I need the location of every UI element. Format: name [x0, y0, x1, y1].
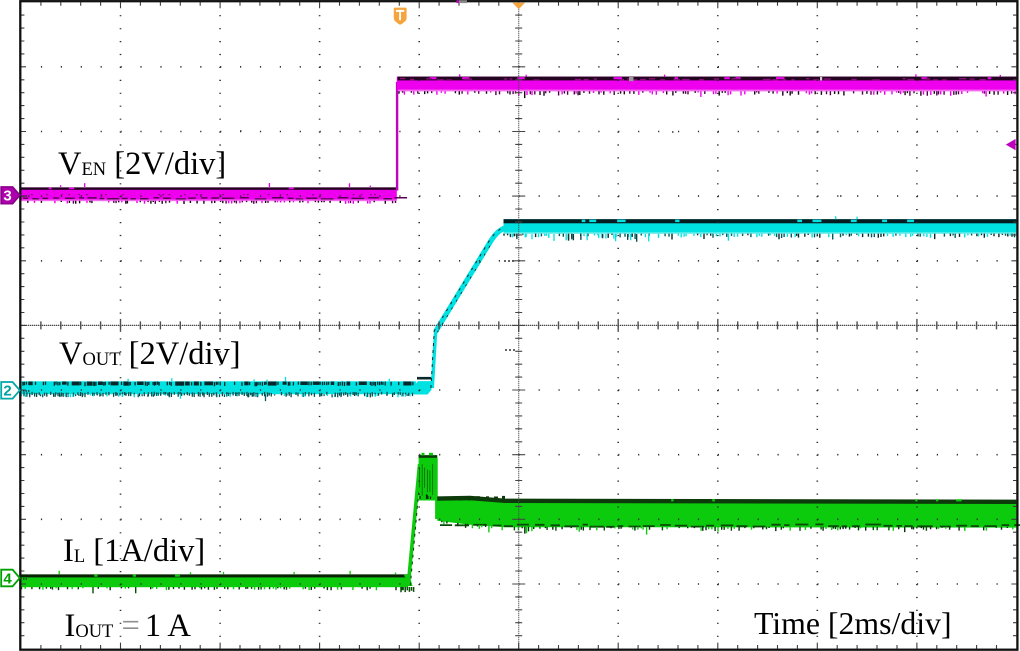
svg-text:2: 2	[3, 383, 11, 400]
svg-text:3: 3	[3, 188, 11, 205]
svg-text:4: 4	[3, 570, 12, 587]
